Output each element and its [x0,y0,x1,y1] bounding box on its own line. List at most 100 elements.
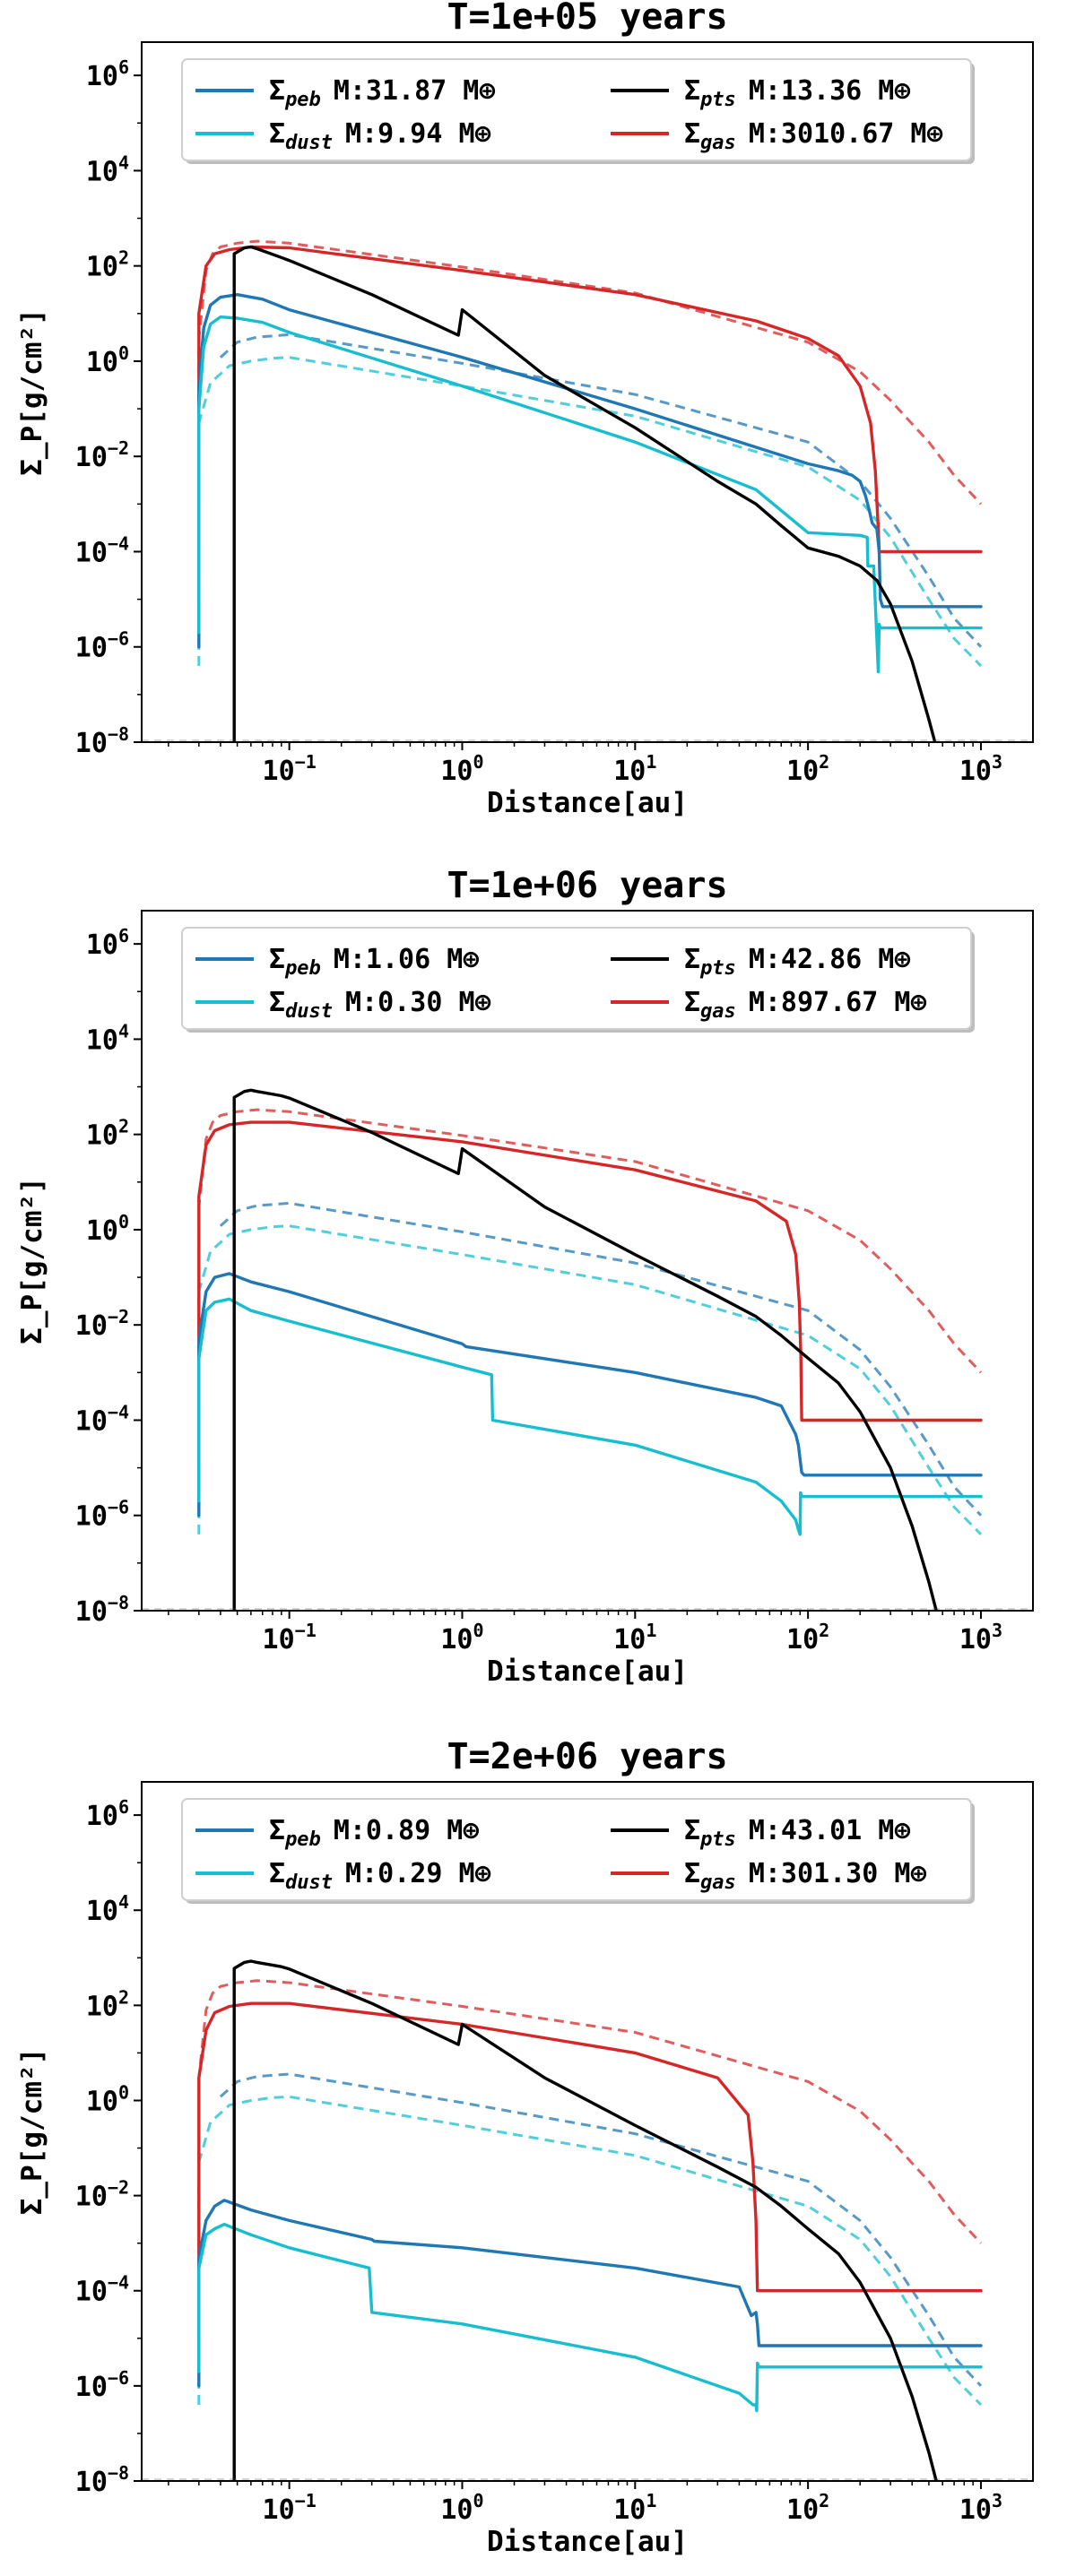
y-tick-exponent: −4 [108,532,129,554]
legend-entry-pts: Σpts M:42.86 M⊕ [684,944,910,980]
legend-mass: M:43.01 M⊕ [749,1815,911,1846]
x-tick-base: 10 [263,756,295,787]
y-tick-base: 10 [75,1405,108,1437]
y-tick-base: 10 [86,1120,118,1152]
x-tick-label: 100 [440,1620,483,1655]
axes-frame [141,41,1034,743]
y-tick-base: 10 [75,537,108,568]
legend-mass: M:1.06 M⊕ [334,944,480,975]
y-tick-exponent: 0 [118,342,129,364]
legend-box [181,1798,972,1901]
x-tick-label: 101 [613,2490,656,2526]
y-tick-exponent: 2 [118,1986,129,2008]
y-tick-exponent: 4 [118,151,129,173]
series-gas-initial [197,239,983,600]
x-tick-exponent: 3 [992,2490,1002,2511]
legend-symbol: Σ [684,1858,700,1889]
y-tick-exponent: −2 [108,2177,129,2199]
y-tick-label: 10−6 [75,1497,129,1533]
legend-mass: M:0.89 M⊕ [334,1815,480,1846]
x-tick-base: 10 [263,1624,295,1655]
y-tick-label: 10−2 [75,437,129,473]
x-tick-exponent: −1 [295,751,317,773]
legend-entry-pts: Σpts M:13.36 M⊕ [684,75,910,111]
y-tick-exponent: −6 [108,2367,129,2389]
series-pts [232,1088,938,1611]
x-tick-label: 102 [786,2490,829,2526]
y-tick-base: 10 [75,1596,108,1628]
y-tick-base: 10 [75,1310,108,1342]
x-tick-exponent: 2 [819,751,829,773]
x-tick-label: 10−1 [263,1620,317,1655]
series-dust [197,2222,983,2413]
legend-symbol: Σ [269,118,285,150]
legend-subscript: pts [699,1828,736,1851]
y-tick-exponent: 2 [118,247,129,269]
y-tick-base: 10 [86,1801,118,1832]
x-tick-label: 103 [959,1620,1002,1655]
legend-symbol: Σ [684,987,700,1018]
y-axis-label: Σ_P[g/cm²] [16,1177,48,1344]
legend-entry-gas: Σgas M:301.30 M⊕ [684,1858,927,1894]
legend-entry-dust: Σdust M:0.30 M⊕ [269,987,491,1023]
x-tick-label: 10−1 [263,751,317,787]
y-tick-label: 104 [86,151,129,187]
series-dust-initial [197,2095,983,2407]
y-axis-label: Σ_P[g/cm²] [16,308,48,476]
y-tick-label: 10−8 [75,2462,129,2498]
y-tick-label: 10−8 [75,723,129,759]
y-tick-label: 100 [86,1211,129,1247]
y-tick-base: 10 [75,728,108,759]
y-tick-exponent: −8 [108,1592,129,1613]
y-tick-label: 102 [86,1116,129,1152]
x-tick-exponent: 3 [992,1620,1002,1641]
series-gas-initial [197,1979,983,2338]
legend-mass: M:0.30 M⊕ [345,987,491,1018]
x-tick-exponent: −1 [295,2490,317,2511]
legend-mass: M:31.87 M⊕ [334,75,496,107]
series-peb [197,293,983,649]
legend-subscript: gas [700,1000,736,1023]
x-tick-base: 10 [959,1624,992,1655]
series-dust-initial [197,1224,983,1535]
x-tick-label: 102 [786,1620,829,1655]
y-tick-label: 10−4 [75,532,129,568]
x-tick-exponent: 2 [819,1620,829,1641]
legend-symbol: Σ [684,75,700,107]
panel-title: T=1e+06 years [447,865,727,906]
x-axis-label: Distance[au] [487,2526,688,2558]
y-tick-label: 106 [86,925,129,961]
series-peb-initial [219,1201,983,1517]
legend-symbol: Σ [269,944,285,975]
series-dust-initial [197,356,983,667]
series-pts [232,1959,938,2481]
legend-symbol: Σ [684,1815,700,1846]
legend: Σpeb M:31.87 M⊕ Σpts M:13.36 M⊕ Σdust M:9.94 … [181,58,975,164]
y-tick-label: 104 [86,1891,129,1927]
series-group [197,1088,983,1611]
x-tick-exponent: 3 [992,751,1002,773]
x-tick-exponent: 1 [646,2490,656,2511]
x-tick-base: 10 [786,2494,819,2526]
legend-entry-gas: Σgas M:3010.67 M⊕ [684,118,943,154]
y-tick-label: 10−4 [75,1401,129,1437]
y-tick-base: 10 [86,156,118,187]
legend-symbol: Σ [269,1815,285,1846]
legend-entry-peb: Σpeb M:1.06 M⊕ [269,944,479,980]
legend-symbol: Σ [684,944,700,975]
legend: Σpeb M:0.89 M⊕ Σpts M:43.01 M⊕ Σdust M:0.29 M… [181,1798,975,1904]
y-tick-base: 10 [75,1501,108,1533]
x-tick-exponent: −1 [295,1620,317,1641]
x-tick-base: 10 [786,756,819,787]
y-tick-label: 102 [86,1986,129,2022]
panel-title: T=2e+06 years [447,1736,727,1777]
y-tick-exponent: 0 [118,1211,129,1232]
y-tick-base: 10 [75,2182,108,2213]
series-group [197,239,983,742]
legend-subscript: pts [699,89,736,111]
legend-entry-gas: Σgas M:897.67 M⊕ [684,987,927,1023]
x-tick-base: 10 [613,2494,646,2526]
y-tick-label: 106 [86,56,129,92]
